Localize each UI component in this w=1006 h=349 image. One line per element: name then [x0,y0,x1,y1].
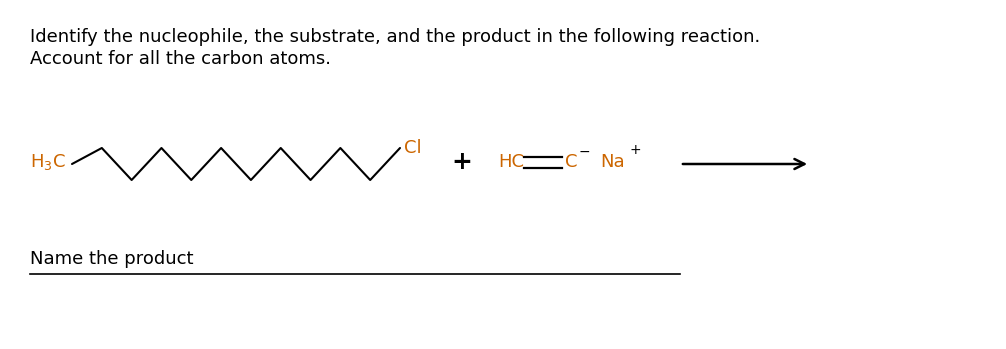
Text: Cl: Cl [404,139,422,157]
Text: HC: HC [498,153,524,171]
Text: C: C [565,153,577,171]
Text: Identify the nucleophile, the substrate, and the product in the following reacti: Identify the nucleophile, the substrate,… [30,28,761,46]
Text: +: + [452,150,473,174]
Text: −: − [579,145,591,159]
Text: Account for all the carbon atoms.: Account for all the carbon atoms. [30,50,331,68]
Text: Na: Na [600,153,625,171]
Text: +: + [630,143,642,157]
Text: Name the product: Name the product [30,250,193,268]
Text: H$_3$C: H$_3$C [30,152,65,172]
